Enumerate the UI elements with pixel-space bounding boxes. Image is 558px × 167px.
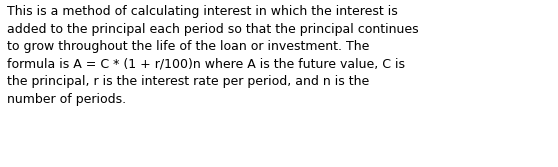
Text: This is a method of calculating interest in which the interest is
added to the p: This is a method of calculating interest… xyxy=(7,5,419,106)
